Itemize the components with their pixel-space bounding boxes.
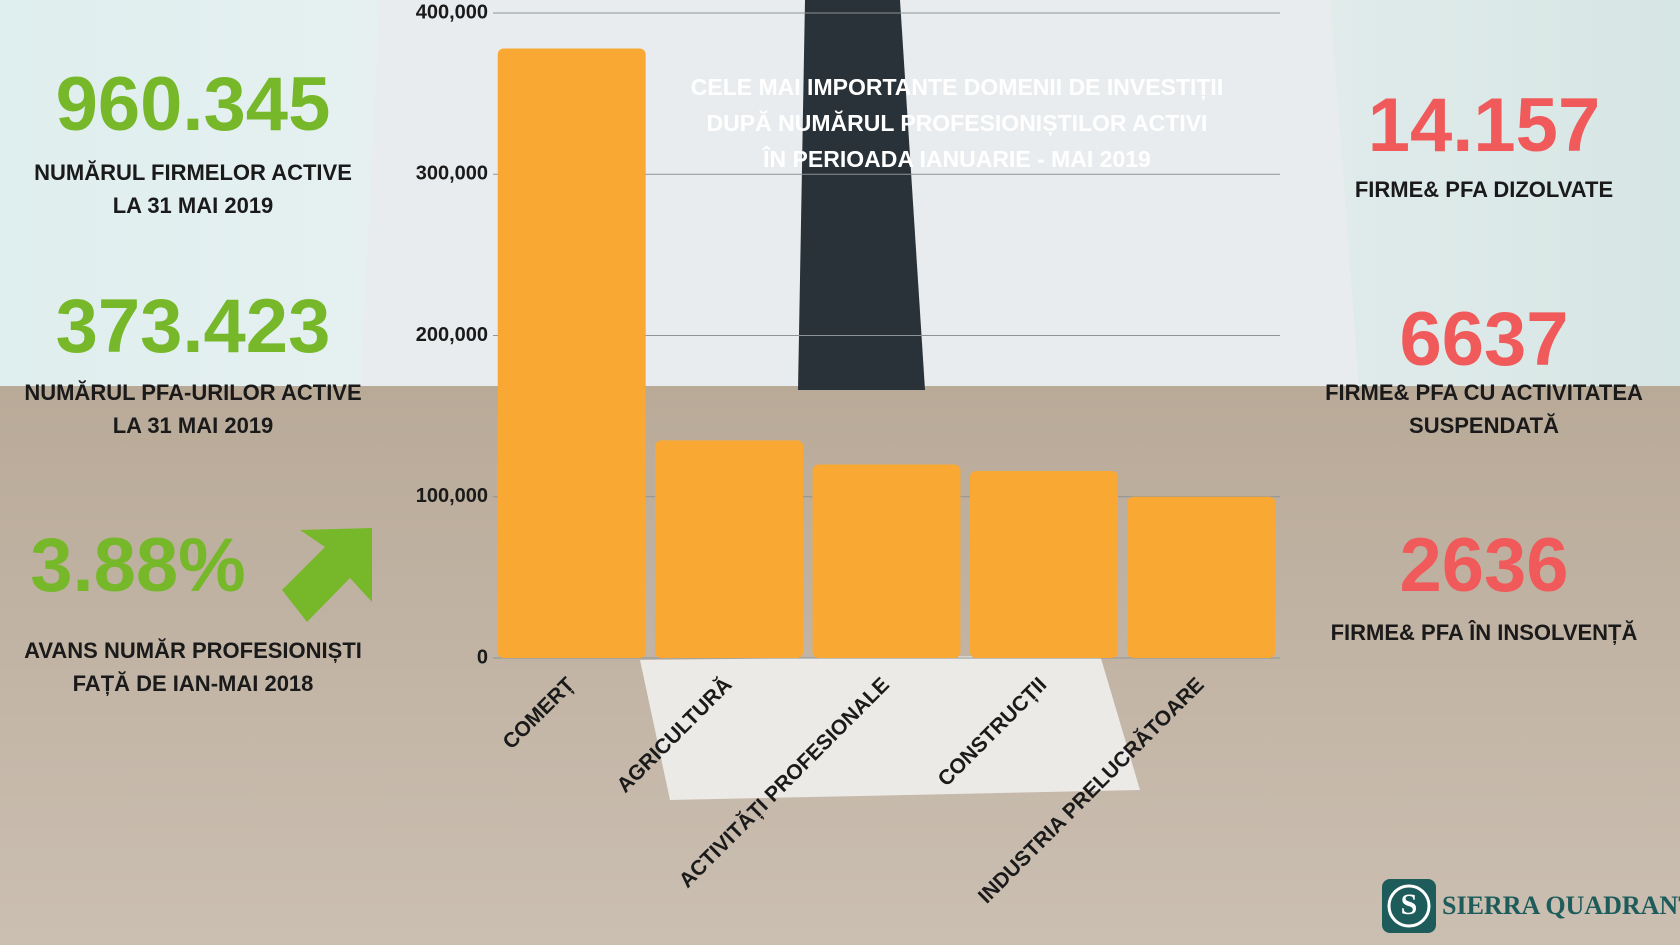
paper xyxy=(640,655,1140,800)
logo: S SIERRA QUADRANT xyxy=(1382,879,1680,933)
arrow-icon xyxy=(282,528,372,622)
stat-value: 14.157 xyxy=(1368,83,1600,168)
bar xyxy=(655,440,804,658)
stat-value: 373.423 xyxy=(56,284,331,369)
stat-label: AVANS NUMĂR PROFESIONIȘTI xyxy=(24,638,362,663)
logo-initial: S xyxy=(1401,888,1418,921)
stat-label: NUMĂRUL FIRMELOR ACTIVE xyxy=(34,160,352,185)
chart-title: ÎN PERIOADA IANUARIE - MAI 2019 xyxy=(762,145,1151,172)
logo-text: SIERRA QUADRANT xyxy=(1442,891,1680,920)
tie xyxy=(798,0,925,390)
stat-value: 6637 xyxy=(1399,297,1568,382)
y-tick-label: 100,000 xyxy=(416,485,488,507)
bar xyxy=(1127,496,1276,658)
stat-value: 2636 xyxy=(1399,523,1568,608)
stat-value: 960.345 xyxy=(56,62,331,147)
stat-label: LA 31 MAI 2019 xyxy=(113,413,274,438)
stat-label: FAȚĂ DE IAN-MAI 2018 xyxy=(73,671,314,696)
y-tick-label: 0 xyxy=(477,646,488,668)
y-tick-label: 200,000 xyxy=(416,324,488,346)
chart-title: CELE MAI IMPORTANTE DOMENII DE INVESTIȚI… xyxy=(691,74,1223,100)
stat-label: FIRME& PFA CU ACTIVITATEA xyxy=(1325,380,1643,405)
stat-label: SUSPENDATĂ xyxy=(1409,413,1559,438)
bar xyxy=(497,48,646,659)
bar xyxy=(812,464,961,658)
stat-label: LA 31 MAI 2019 xyxy=(113,193,274,218)
stat-label: NUMĂRUL PFA-URILOR ACTIVE xyxy=(24,380,361,405)
stat-value: 3.88% xyxy=(30,523,246,608)
y-tick-label: 400,000 xyxy=(416,1,488,23)
chart-title: DUPĂ NUMĂRUL PROFESIONIȘTILOR ACTIVI xyxy=(707,109,1208,137)
bar xyxy=(969,470,1118,658)
y-tick-label: 300,000 xyxy=(416,163,488,185)
logo-ring xyxy=(1387,884,1431,928)
stat-label: FIRME& PFA DIZOLVATE xyxy=(1355,177,1613,202)
stat-label: FIRME& PFA ÎN INSOLVENȚĂ xyxy=(1331,620,1638,645)
